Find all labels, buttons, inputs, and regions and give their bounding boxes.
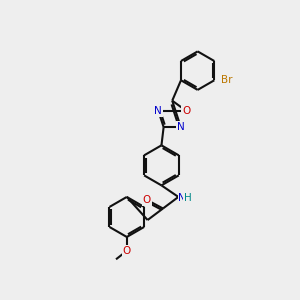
Text: N: N xyxy=(178,194,186,203)
Text: N: N xyxy=(177,122,185,132)
Text: H: H xyxy=(184,194,191,203)
Text: O: O xyxy=(123,246,131,256)
Text: O: O xyxy=(143,195,151,205)
Text: O: O xyxy=(182,106,190,116)
Text: N: N xyxy=(154,106,162,116)
Text: Br: Br xyxy=(221,75,232,85)
